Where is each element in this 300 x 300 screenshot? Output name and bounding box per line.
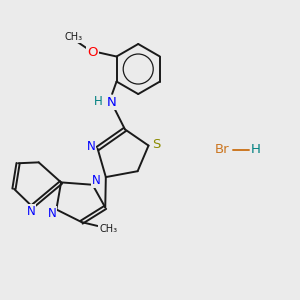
Text: N: N xyxy=(87,140,95,153)
Text: H: H xyxy=(251,143,261,157)
Text: N: N xyxy=(107,96,116,109)
Text: N: N xyxy=(26,205,35,218)
Text: H: H xyxy=(94,95,102,108)
Text: S: S xyxy=(153,138,161,151)
Text: CH₃: CH₃ xyxy=(64,32,82,42)
Text: CH₃: CH₃ xyxy=(99,224,117,234)
Text: N: N xyxy=(48,206,56,220)
Text: O: O xyxy=(87,46,98,59)
Text: N: N xyxy=(92,174,100,187)
Text: Br: Br xyxy=(215,143,230,157)
